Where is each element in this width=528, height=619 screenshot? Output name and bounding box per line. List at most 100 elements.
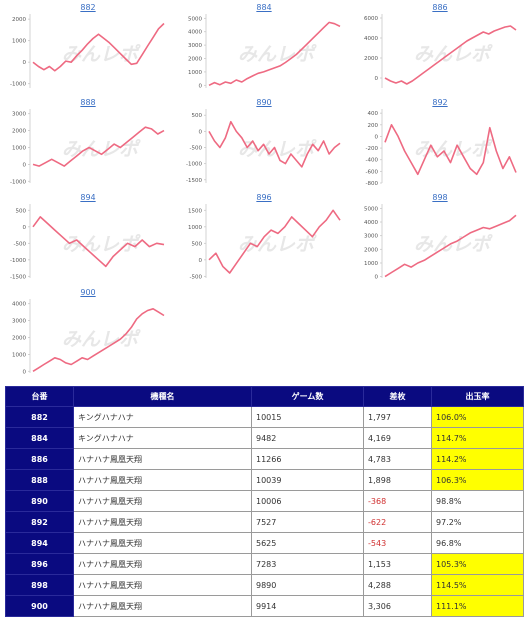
machine-number-cell: 900 bbox=[5, 595, 74, 617]
chart-plot: 5000 4000 3000 2000 1000 0 みんレポ bbox=[188, 14, 341, 89]
chart-plot: 6000 4000 2000 0 みんレポ bbox=[364, 14, 517, 88]
difference-cell: 3,306 bbox=[363, 595, 432, 617]
table-row: 888 ハナハナ鳳凰天翔 10039 1,898 106.3% bbox=[5, 469, 524, 491]
series-line bbox=[208, 21, 341, 87]
machine-number-cell: 882 bbox=[5, 406, 74, 428]
series-line bbox=[32, 22, 165, 72]
payout-rate-cell: 111.1% bbox=[431, 595, 524, 617]
y-tick-label: 3000 bbox=[12, 112, 26, 118]
y-tick-label: 2000 bbox=[12, 129, 26, 135]
chart-title[interactable]: 892 bbox=[432, 98, 448, 107]
difference-cell: 1,898 bbox=[363, 469, 432, 491]
y-tick-label: 0 bbox=[375, 134, 379, 140]
y-tick-label: 3000 bbox=[364, 234, 378, 240]
y-tick-label: -1500 bbox=[10, 274, 26, 280]
header-payout-rate: 出玉率 bbox=[431, 386, 524, 407]
y-tick-label: 5000 bbox=[364, 206, 378, 212]
machine-number-cell: 888 bbox=[5, 469, 74, 491]
series-line bbox=[208, 120, 341, 168]
header-machine-number: 台番 bbox=[5, 386, 74, 407]
difference-cell: 4,783 bbox=[363, 448, 432, 470]
y-tick-label: 2000 bbox=[364, 247, 378, 253]
table-row: 886 ハナハナ鳳凰天翔 11266 4,783 114.2% bbox=[5, 448, 524, 470]
machine-name-cell: ハナハナ鳳凰天翔 bbox=[73, 490, 252, 512]
watermark-logo: みんレポ bbox=[238, 44, 317, 66]
y-tick-label: 2000 bbox=[12, 17, 26, 23]
series-line bbox=[32, 307, 165, 372]
series-line bbox=[384, 123, 517, 176]
chart-886: 886 6000 4000 2000 0 みんレポ bbox=[352, 0, 528, 95]
chart-title[interactable]: 888 bbox=[80, 98, 96, 107]
chart-896: 896 1500 1000 500 0 -500 みんレポ bbox=[176, 190, 352, 285]
machine-name-cell: ハナハナ鳳凰天翔 bbox=[73, 553, 252, 575]
table-header-row: 台番 機種名 ゲーム数 差枚 出玉率 bbox=[5, 386, 524, 407]
chart-plot: 400 200 0 -200 -400 -600 -800 みんレポ bbox=[366, 109, 517, 187]
machine-name-cell: ハナハナ鳳凰天翔 bbox=[73, 511, 252, 533]
chart-plot: 1500 1000 500 0 -500 みんレポ bbox=[188, 204, 341, 280]
games-cell: 10006 bbox=[251, 490, 364, 512]
results-table: 台番 機種名 ゲーム数 差枚 出玉率 882 キングハナハナ 10015 1,797 1… bbox=[5, 386, 524, 617]
y-tick-label: 3000 bbox=[188, 43, 202, 49]
difference-cell: 1,153 bbox=[363, 553, 432, 575]
chart-title[interactable]: 882 bbox=[80, 3, 96, 12]
y-tick-label: -800 bbox=[366, 181, 379, 187]
payout-rate-cell: 97.2% bbox=[431, 511, 524, 533]
difference-cell: 1,797 bbox=[363, 406, 432, 428]
y-tick-label: 0 bbox=[375, 275, 379, 281]
y-tick-label: 0 bbox=[23, 225, 27, 231]
watermark-logo: みんレポ bbox=[414, 44, 493, 66]
payout-rate-cell: 114.7% bbox=[431, 427, 524, 449]
header-games: ゲーム数 bbox=[251, 386, 364, 407]
payout-rate-cell: 106.0% bbox=[431, 406, 524, 428]
difference-cell: 4,288 bbox=[363, 574, 432, 596]
y-tick-label: 0 bbox=[199, 83, 203, 89]
chart-title[interactable]: 894 bbox=[80, 193, 96, 202]
games-cell: 7527 bbox=[251, 511, 364, 533]
y-tick-label: 4000 bbox=[188, 30, 202, 36]
machine-number-cell: 886 bbox=[5, 448, 74, 470]
chart-title[interactable]: 884 bbox=[256, 3, 272, 12]
games-cell: 9914 bbox=[251, 595, 364, 617]
chart-898: 898 5000 4000 3000 2000 1000 0 みんレポ bbox=[352, 190, 528, 285]
y-tick-label: -600 bbox=[366, 169, 379, 175]
y-tick-label: 500 bbox=[192, 113, 203, 119]
chart-title[interactable]: 896 bbox=[256, 193, 272, 202]
payout-rate-cell: 106.3% bbox=[431, 469, 524, 491]
y-tick-label: -500 bbox=[14, 241, 27, 247]
machine-name-cell: キングハナハナ bbox=[73, 427, 252, 449]
y-tick-label: 500 bbox=[16, 208, 27, 214]
payout-rate-cell: 114.2% bbox=[431, 448, 524, 470]
y-tick-label: 1000 bbox=[188, 70, 202, 76]
y-tick-label: 200 bbox=[368, 123, 379, 129]
y-tick-label: 0 bbox=[23, 162, 27, 168]
y-tick-label: 4000 bbox=[364, 36, 378, 42]
table-row: 892 ハナハナ鳳凰天翔 7527 -622 97.2% bbox=[5, 511, 524, 533]
y-tick-label: 3000 bbox=[12, 319, 26, 325]
chart-title[interactable]: 898 bbox=[432, 193, 448, 202]
chart-title[interactable]: 886 bbox=[432, 3, 448, 12]
chart-title[interactable]: 890 bbox=[256, 98, 272, 107]
table-row: 900 ハナハナ鳳凰天翔 9914 3,306 111.1% bbox=[5, 595, 524, 617]
machine-number-cell: 884 bbox=[5, 427, 74, 449]
machine-number-cell: 892 bbox=[5, 511, 74, 533]
difference-cell: -368 bbox=[363, 490, 432, 512]
chart-plot: 2000 1000 0 -1000 みんレポ bbox=[10, 14, 165, 88]
y-tick-label: 0 bbox=[23, 369, 27, 375]
payout-rate-cell: 98.8% bbox=[431, 490, 524, 512]
chart-title[interactable]: 900 bbox=[80, 288, 96, 297]
y-tick-label: 2000 bbox=[364, 56, 378, 62]
table-row: 896 ハナハナ鳳凰天翔 7283 1,153 105.3% bbox=[5, 553, 524, 575]
table-body: 882 キングハナハナ 10015 1,797 106.0% 884 キングハナハナ 9482… bbox=[5, 406, 524, 617]
chart-884: 884 5000 4000 3000 2000 1000 0 みんレポ bbox=[176, 0, 352, 95]
chart-plot: 3000 2000 1000 0 -1000 みんレポ bbox=[10, 109, 165, 185]
games-cell: 9890 bbox=[251, 574, 364, 596]
watermark-logo: みんレポ bbox=[238, 234, 317, 256]
table-row: 884 キングハナハナ 9482 4,169 114.7% bbox=[5, 427, 524, 449]
chart-888: 888 3000 2000 1000 0 -1000 みんレポ bbox=[0, 95, 176, 190]
payout-rate-cell: 96.8% bbox=[431, 532, 524, 554]
table-row: 890 ハナハナ鳳凰天翔 10006 -368 98.8% bbox=[5, 490, 524, 512]
y-tick-label: -1000 bbox=[10, 258, 26, 264]
y-tick-label: 1500 bbox=[188, 208, 202, 214]
machine-number-cell: 894 bbox=[5, 532, 74, 554]
